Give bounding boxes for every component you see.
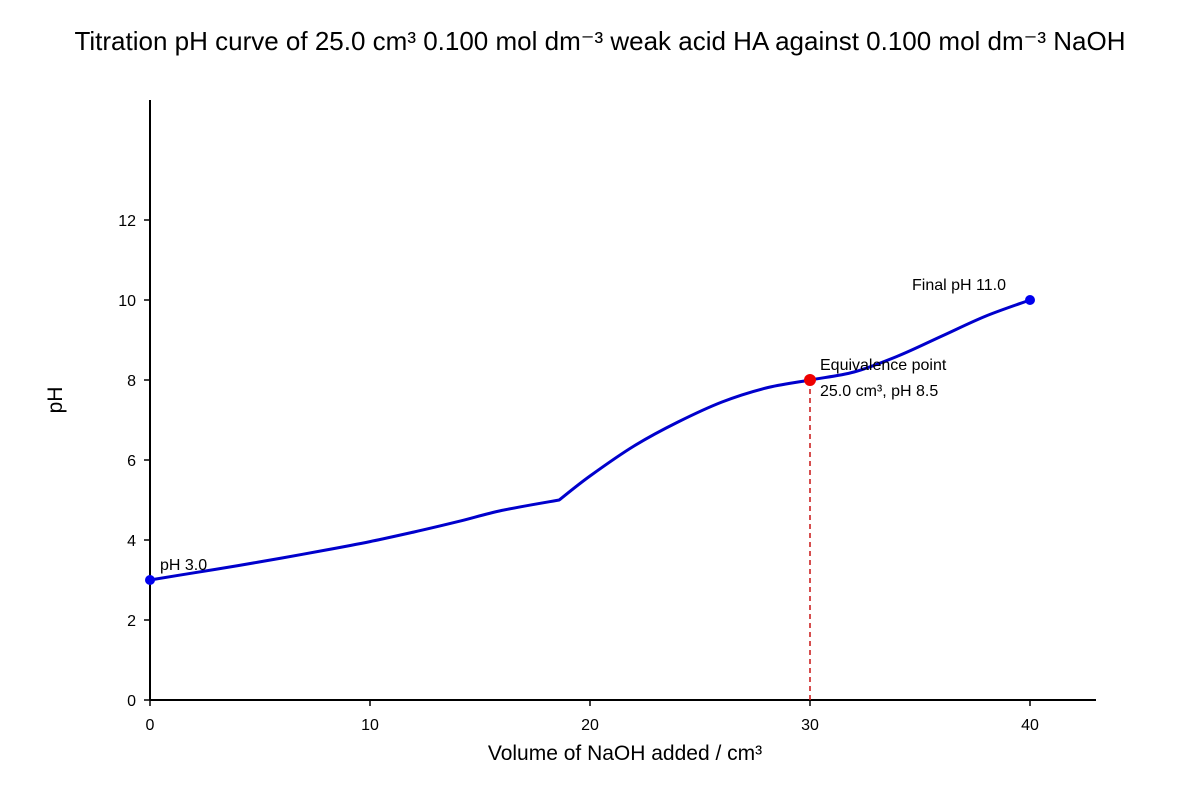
y-axis: 0 2 4 6 8 10 12 <box>118 100 151 710</box>
x-tick-label: 20 <box>581 717 599 734</box>
y-tick-label: 4 <box>127 533 136 550</box>
y-tick-label: 2 <box>127 613 136 630</box>
final-point-marker <box>1025 295 1035 305</box>
markers <box>145 295 1035 585</box>
y-tick-label: 10 <box>118 293 136 310</box>
y-axis-title: pH <box>44 387 67 414</box>
x-tick-label: 40 <box>1021 717 1039 734</box>
chart-title: Titration pH curve of 25.0 cm³ 0.100 mol… <box>74 26 1125 56</box>
x-axis-title: Volume of NaOH added / cm³ <box>488 742 762 765</box>
x-tick-label: 0 <box>146 717 155 734</box>
x-axis: 0 10 20 30 40 <box>146 699 1096 734</box>
equivalence-point-marker <box>804 374 816 386</box>
start-point-marker <box>145 575 155 585</box>
ph-curve-line <box>149 298 1031 582</box>
equivalence-detail-annotation: 25.0 cm³, pH 8.5 <box>820 383 938 400</box>
y-tick-label: 12 <box>118 213 136 230</box>
y-tick-label: 8 <box>127 373 136 390</box>
equivalence-annotation: Equivalence point <box>820 357 947 374</box>
y-tick-label: 0 <box>127 693 136 710</box>
final-annotation: Final pH 11.0 <box>912 277 1006 294</box>
series-group <box>149 298 1031 582</box>
annotations: pH 3.0 Equivalence point 25.0 cm³, pH 8.5 F… <box>160 277 1006 574</box>
x-tick-label: 30 <box>801 717 819 734</box>
y-tick-label: 6 <box>127 453 136 470</box>
start-annotation: pH 3.0 <box>160 557 207 574</box>
x-tick-label: 10 <box>361 717 379 734</box>
